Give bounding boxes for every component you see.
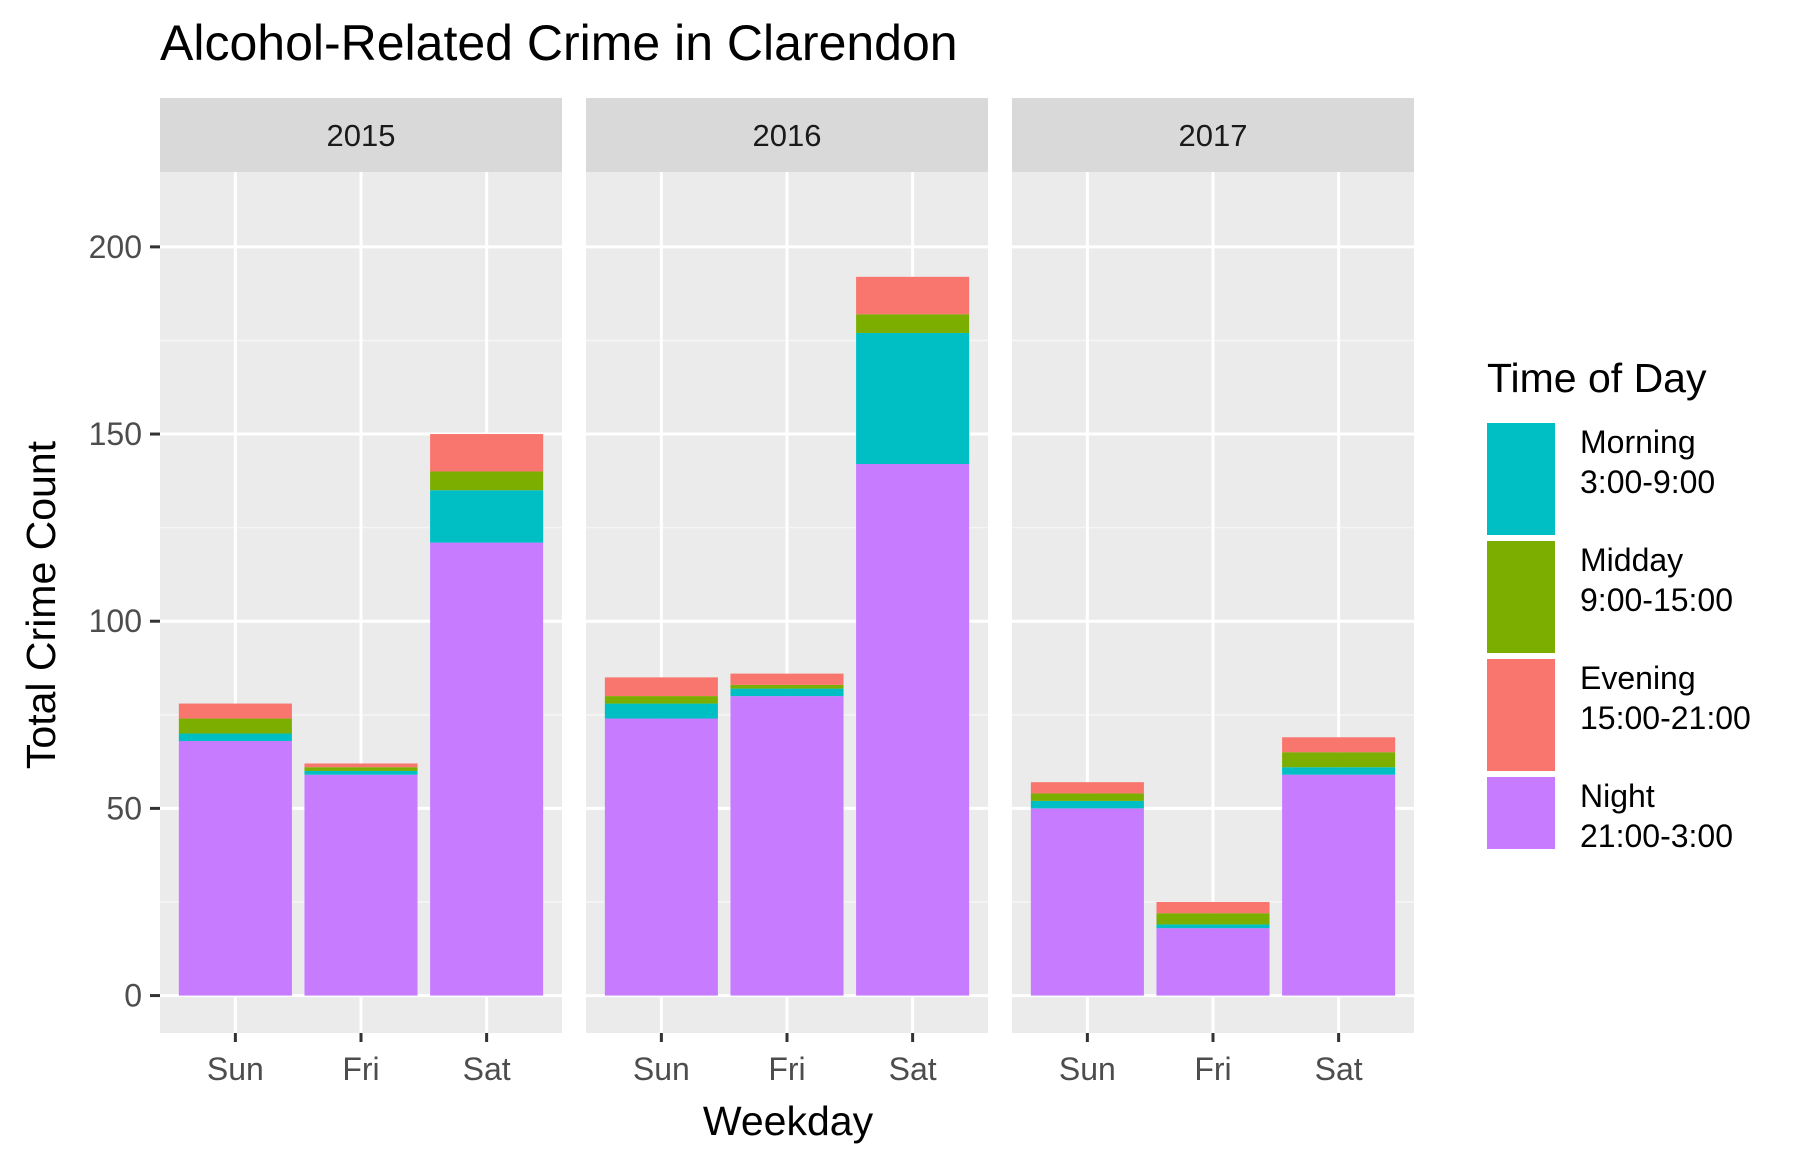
x-axis-title: Weekday [703,1098,874,1144]
bar-2015-sat-midday [430,471,544,491]
legend-label: Night [1580,778,1655,814]
y-tick-label: 200 [89,229,142,265]
bar-2017-sat-evening [1282,737,1396,753]
bar-2017-sat-morning [1282,767,1396,775]
facet-panels: 2015 Sun Fri Sat 2016 Sun Fri Sat 2017 Sun Fri Sat [160,98,1414,1087]
bar-2017-fri-evening [1156,901,1270,914]
legend-swatch [1487,659,1555,771]
bar-2016-sat-morning [856,332,970,464]
bar-2015-sun-morning [178,733,292,742]
facet-2017: 2017 Sun Fri Sat [1012,98,1414,1087]
bar-2016-sun-midday [604,696,718,704]
legend-sublabel: 3:00-9:00 [1580,464,1715,500]
bar-2015-sun-midday [178,718,292,734]
facet-strip-label: 2015 [327,118,396,153]
y-axis: 0 50 100 150 200 [89,229,160,1014]
facet-strip [586,98,988,172]
legend-label: Morning [1580,424,1696,460]
facet-2015: 2015 Sun Fri Sat [160,98,562,1087]
bar-2016-fri-morning [730,688,844,697]
x-tick-label: Sun [207,1051,264,1087]
facet-2016: 2016 Sun Fri Sat [586,98,988,1087]
facet-strip [1012,98,1414,172]
bar-2015-fri-morning [304,770,418,775]
bar-2015-sat-evening [430,434,544,472]
bar-2017-sun-midday [1030,793,1144,801]
facet-strip [160,98,562,172]
y-tick-label: 150 [89,416,142,452]
bar-2015-fri-evening [304,763,418,768]
bar-2015-sun-evening [178,703,292,719]
legend-sublabel: 9:00-15:00 [1580,582,1733,618]
bar-2016-sun-evening [604,677,718,697]
legend-swatch [1487,541,1555,653]
legend-sublabel: 15:00-21:00 [1580,700,1751,736]
x-tick-label: Sun [1059,1051,1116,1087]
bar-2017-sat-midday [1282,752,1396,768]
x-tick-label: Fri [342,1051,379,1087]
legend-sublabel: 21:00-3:00 [1580,818,1733,854]
y-tick-label: 100 [89,603,142,639]
bar-2016-sat-midday [856,314,970,333]
bar-2015-fri-night [304,774,418,996]
x-tick-label: Sat [889,1051,937,1087]
bar-2016-sat-night [856,463,970,996]
legend-swatch [1487,777,1555,849]
legend-item-morning: Morning 3:00-9:00 [1487,423,1715,535]
bar-2017-sun-evening [1030,782,1144,794]
bar-2017-fri-midday [1156,913,1270,925]
y-axis-title: Total Crime Count [18,440,64,769]
bar-2015-sun-night [178,741,292,996]
bar-2015-sat-night [430,542,544,996]
x-tick-label: Sun [633,1051,690,1087]
legend-swatch [1487,423,1555,535]
bar-2017-fri-night [1156,928,1270,996]
legend-label: Midday [1580,542,1683,578]
y-tick-label: 50 [106,790,142,826]
x-tick-label: Sat [463,1051,511,1087]
legend: Time of Day Morning 3:00-9:00 Midday 9:00-15… [1487,355,1751,854]
bar-2016-fri-midday [730,684,844,689]
bar-2015-fri-midday [304,767,418,771]
bar-2017-sun-morning [1030,800,1144,809]
legend-item-evening: Evening 15:00-21:00 [1487,659,1751,771]
bar-2016-sun-morning [604,703,718,719]
bar-2016-sun-night [604,718,718,996]
x-tick-label: Fri [1194,1051,1231,1087]
bar-2017-sat-night [1282,774,1396,996]
legend-label: Evening [1580,660,1696,696]
x-tick-label: Fri [768,1051,805,1087]
bar-2017-fri-morning [1156,924,1270,929]
facet-strip-label: 2016 [753,118,822,153]
legend-title: Time of Day [1487,355,1707,401]
bar-2017-sun-night [1030,808,1144,996]
x-tick-label: Sat [1315,1051,1363,1087]
legend-item-night: Night 21:00-3:00 [1487,777,1733,854]
bar-2016-sat-evening [856,276,970,315]
y-tick-label: 0 [124,978,142,1014]
bar-2015-sat-morning [430,490,544,543]
bar-2016-fri-evening [730,673,844,685]
chart-title: Alcohol-Related Crime in Clarendon [160,15,958,71]
legend-item-midday: Midday 9:00-15:00 [1487,541,1733,653]
facet-strip-label: 2017 [1179,118,1248,153]
bar-2016-fri-night [730,696,844,996]
